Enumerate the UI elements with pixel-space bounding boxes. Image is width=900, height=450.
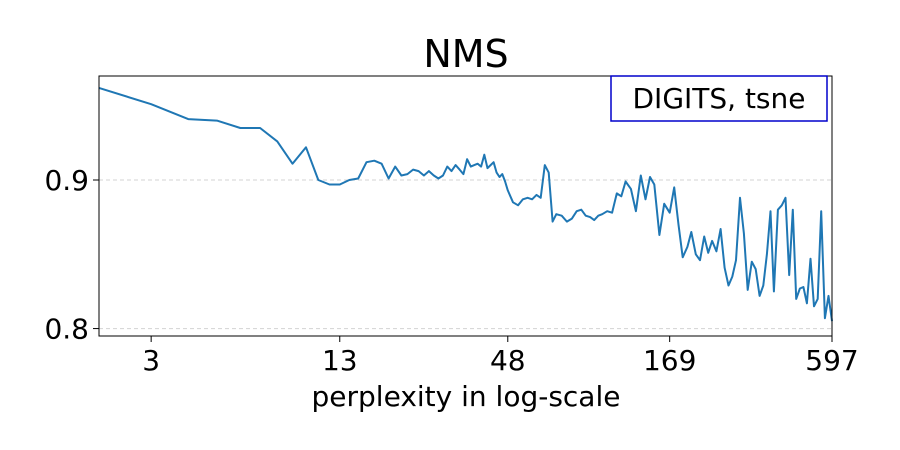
x-axis-label: perplexity in log-scale <box>312 380 621 413</box>
series-line <box>98 86 833 322</box>
x-tick-label: 13 <box>322 344 358 377</box>
x-tick-label: 3 <box>142 344 160 377</box>
y-tick-label: 0.8 <box>44 313 89 346</box>
legend-label: DIGITS, tsne <box>633 82 806 115</box>
x-tick-label: 48 <box>490 344 526 377</box>
chart-title: NMS <box>423 32 508 76</box>
y-tick-label: 0.9 <box>44 164 89 197</box>
grid-lines <box>99 179 832 330</box>
x-axis-ticks: 3 13 48 169 597 <box>142 336 859 377</box>
plot-frame <box>98 75 833 337</box>
x-tick-label: 597 <box>805 344 858 377</box>
x-tick-label: 169 <box>643 344 696 377</box>
legend-box: DIGITS, tsne <box>610 75 828 122</box>
y-axis-ticks: 0.8 0.9 <box>44 164 99 346</box>
legend-border <box>610 75 828 122</box>
